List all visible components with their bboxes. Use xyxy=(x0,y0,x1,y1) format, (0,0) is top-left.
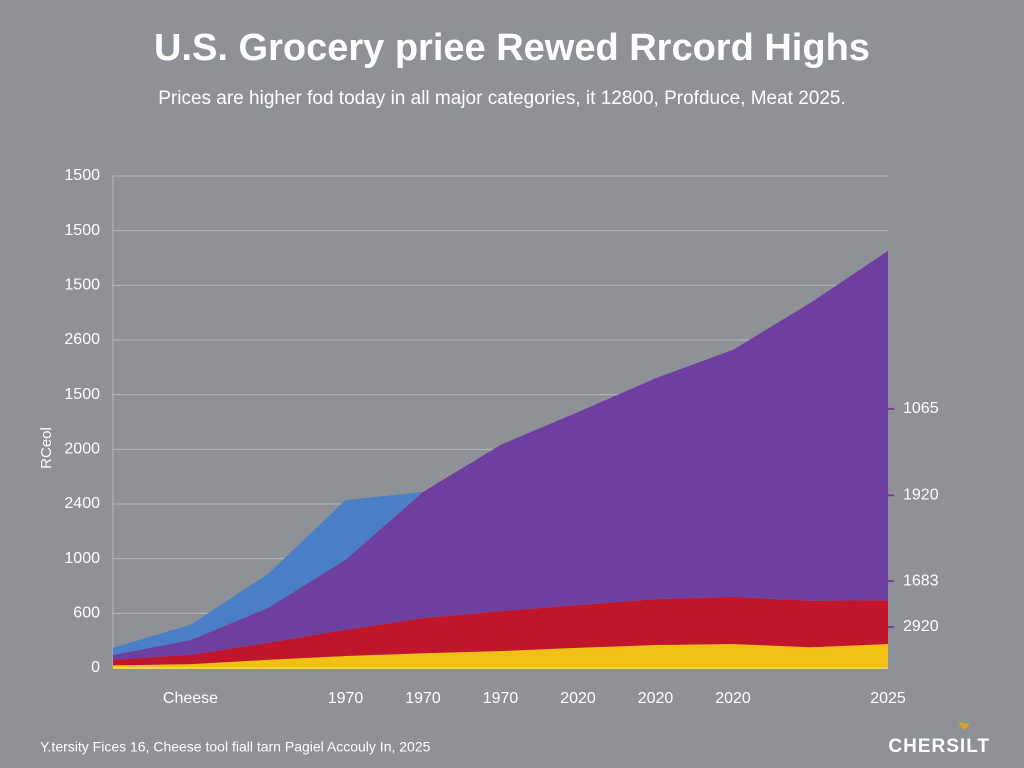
x-tick-label: 1970 xyxy=(483,690,519,707)
logo: CHERSILT xyxy=(888,736,990,757)
area xyxy=(113,250,888,660)
y-axis-label: RCeol xyxy=(38,427,55,469)
y-tick-label: 600 xyxy=(73,605,100,622)
area xyxy=(113,491,423,655)
x-tick-label: 2025 xyxy=(870,690,906,707)
y-tick-label: 2000 xyxy=(64,441,100,458)
chart-subtitle: Prices are higher fod today in all major… xyxy=(158,88,846,109)
area xyxy=(113,643,888,668)
x-tick-label: 1970 xyxy=(405,690,441,707)
y2-tick-label: 1920 xyxy=(903,486,939,503)
y-tick-label: 1500 xyxy=(64,277,100,294)
x-tick-label: 1970 xyxy=(328,690,364,707)
x-tick-label: 2020 xyxy=(560,690,596,707)
y-tick-label: 1500 xyxy=(64,386,100,403)
y-tick-label: 2600 xyxy=(64,331,100,348)
x-tick-label: 2020 xyxy=(638,690,674,707)
chart-title: U.S. Grocery priee Rewed Rrcord Highs xyxy=(154,27,870,69)
y-tick-label: 2400 xyxy=(64,495,100,512)
y2-tick-label: 1683 xyxy=(903,572,939,589)
y-tick-label: 0 xyxy=(91,659,100,676)
y2-tick-label: 1065 xyxy=(903,400,939,417)
y-tick-label: 1500 xyxy=(64,167,100,184)
x-tick-label: Cheese xyxy=(163,690,218,707)
y-tick-label: 1500 xyxy=(64,222,100,239)
area xyxy=(113,596,888,666)
logo-icon xyxy=(958,722,970,730)
x-tick-label: 2020 xyxy=(715,690,751,707)
y2-tick-label: 2920 xyxy=(903,618,939,635)
footer: Y.tersity Fices 16, Cheese tool fiall ta… xyxy=(40,739,431,755)
y-tick-label: 1000 xyxy=(64,550,100,567)
